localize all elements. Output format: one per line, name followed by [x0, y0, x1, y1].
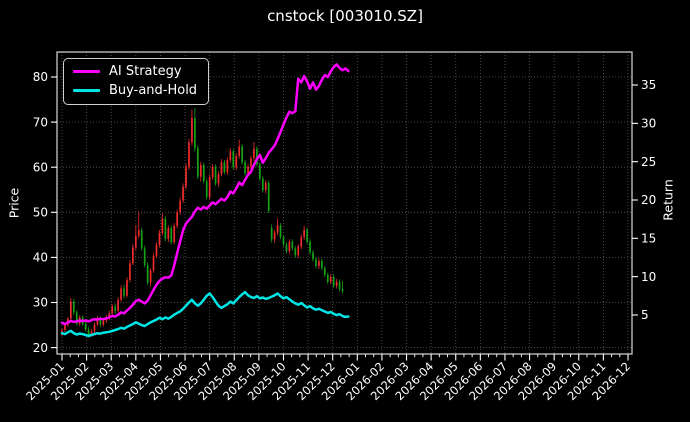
legend-item-ai-strategy: AI Strategy: [73, 64, 197, 79]
ai-strategy-line-swatch: [73, 70, 100, 73]
svg-text:5: 5: [641, 308, 649, 322]
svg-text:10: 10: [641, 270, 656, 284]
svg-text:70: 70: [33, 115, 48, 129]
left-axis-label: Price: [6, 187, 22, 219]
svg-text:25: 25: [641, 155, 656, 169]
legend: AI Strategy Buy-and-Hold: [63, 58, 210, 105]
svg-text:35: 35: [641, 78, 656, 92]
svg-text:15: 15: [641, 232, 656, 246]
svg-text:20: 20: [641, 193, 656, 207]
svg-text:20: 20: [33, 341, 48, 355]
svg-text:80: 80: [33, 70, 48, 84]
buy-and-hold-line-swatch: [73, 89, 100, 92]
svg-text:30: 30: [641, 117, 656, 131]
svg-text:40: 40: [33, 251, 48, 265]
chart-title: cnstock [003010.SZ]: [267, 7, 423, 25]
svg-text:30: 30: [33, 296, 48, 310]
svg-text:50: 50: [33, 206, 48, 220]
svg-text:60: 60: [33, 160, 48, 174]
legend-item-buy-and-hold: Buy-and-Hold: [73, 83, 197, 98]
legend-label: Buy-and-Hold: [109, 83, 198, 98]
right-axis-label: Return: [660, 179, 676, 221]
legend-label: AI Strategy: [109, 64, 182, 79]
